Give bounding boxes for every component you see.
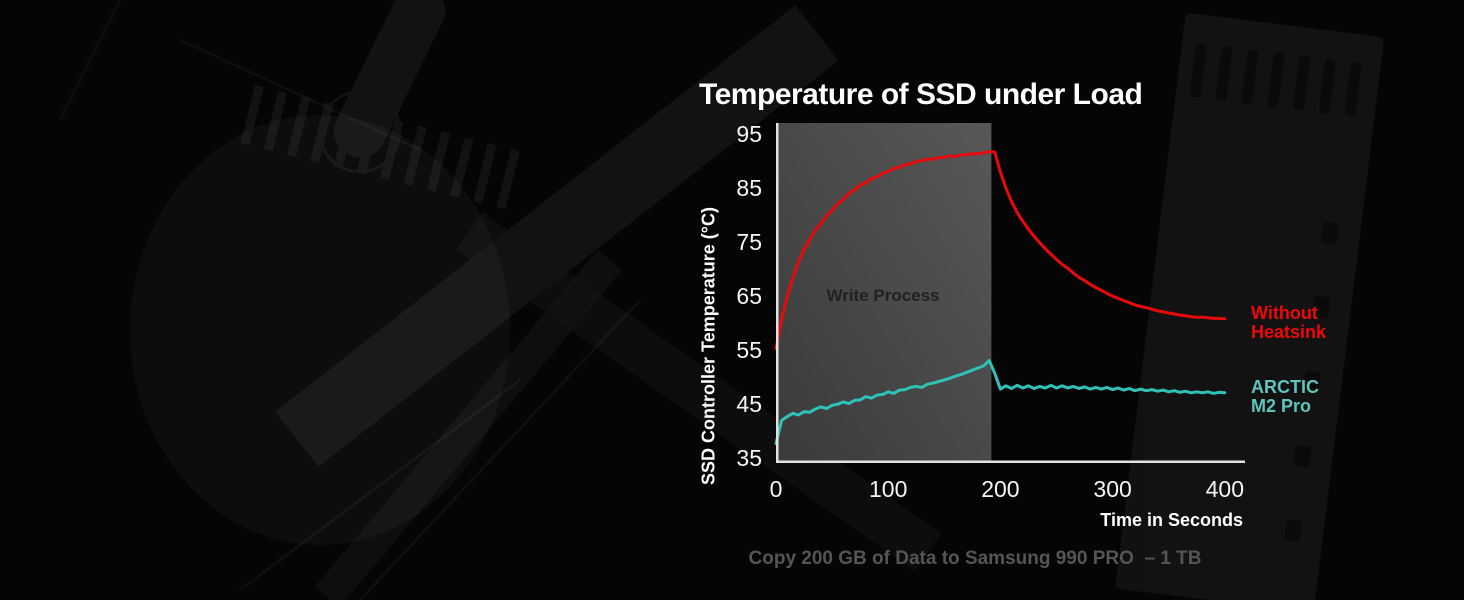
chart-title: Temperature of SSD under Load bbox=[699, 78, 1143, 111]
legend-item-without-heatsink: Without Heatsink bbox=[1251, 304, 1326, 342]
legend-label-line: ARCTIC bbox=[1251, 377, 1319, 397]
legend-item-arctic-m2-pro: ARCTIC M2 Pro bbox=[1251, 378, 1319, 416]
x-axis-title: Time in Seconds bbox=[1100, 510, 1243, 530]
legend-label-line: Without bbox=[1251, 303, 1318, 323]
y-tick-label: 85 bbox=[736, 174, 762, 201]
y-tick-label: 55 bbox=[736, 336, 762, 363]
temperature-chart-plot bbox=[774, 123, 1245, 463]
series-line-without-heatsink bbox=[774, 150, 1227, 351]
y-tick-label: 95 bbox=[736, 120, 762, 147]
x-tick-label: 200 bbox=[981, 476, 1020, 502]
y-tick-label: 45 bbox=[736, 390, 762, 417]
legend-label-line: Heatsink bbox=[1251, 322, 1327, 342]
y-tick-label: 75 bbox=[736, 228, 762, 255]
y-tick-label: 65 bbox=[736, 282, 762, 309]
write-process-label: Write Process bbox=[826, 286, 940, 305]
x-tick-label: 100 bbox=[869, 476, 908, 502]
plot-canvas bbox=[774, 123, 1245, 463]
caption: Copy 200 GB of Data to Samsung 990 PRO –… bbox=[748, 548, 1202, 569]
x-tick-label: 0 bbox=[769, 476, 783, 502]
write-process-region bbox=[776, 123, 992, 463]
legend-label-line: M2 Pro bbox=[1251, 396, 1312, 416]
x-tick-label: 400 bbox=[1205, 476, 1244, 502]
y-tick-label: 35 bbox=[736, 444, 762, 471]
x-tick-label: 300 bbox=[1093, 476, 1132, 502]
series-line-arctic-m2-pro bbox=[774, 359, 1227, 446]
